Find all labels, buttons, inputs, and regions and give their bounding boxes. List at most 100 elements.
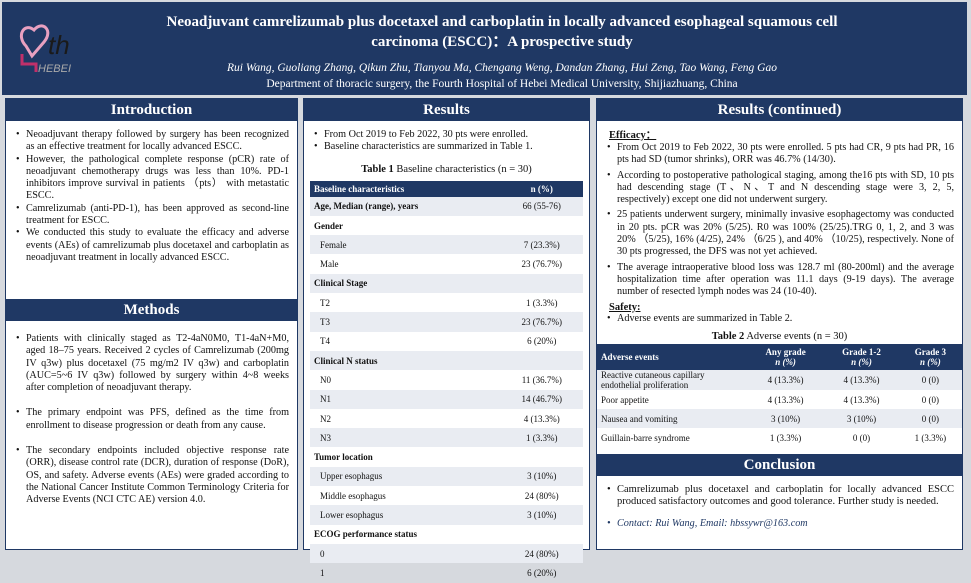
- table-row: N2 4 (13.3%): [310, 409, 583, 428]
- table-row: T3 23 (76.7%): [310, 312, 583, 332]
- methods-heading: Methods: [6, 299, 297, 321]
- list-item: The secondary endpoints included objecti…: [14, 445, 289, 506]
- row-label: N2: [320, 413, 331, 424]
- row-value: 66 (55-76): [500, 196, 583, 216]
- row-label: Upper esophagus: [310, 466, 501, 487]
- table-row: Tumor location: [310, 447, 583, 466]
- middle-column: Results From Oct 2019 to Feb 2022, 30 pt…: [303, 98, 590, 578]
- table-row: Poor appetite 4 (13.3%) 4 (13.3%) 0 (0): [597, 390, 962, 409]
- table-row: Middle esophagus 24 (80%): [310, 486, 583, 505]
- table-row: N0 11 (36.7%): [310, 370, 583, 389]
- list-item: Baseline characteristics are summarized …: [312, 141, 581, 154]
- row-label: ECOG performance status: [314, 529, 417, 540]
- introduction-list: Neoadjuvant therapy followed by surgery …: [6, 121, 297, 299]
- table-row: ECOG performance status: [310, 525, 583, 544]
- results-list: From Oct 2019 to Feb 2022, 30 pts were e…: [304, 121, 589, 154]
- table-row: Clinical N status: [310, 350, 583, 371]
- row-label: Clinical Stage: [310, 273, 501, 294]
- table-row: 0 24 (80%): [310, 543, 583, 564]
- event-value: 4 (13.3%): [843, 394, 880, 405]
- event-value: 0 (0): [852, 433, 871, 444]
- row-label: T4: [320, 336, 330, 347]
- list-item: According to postoperative pathological …: [605, 170, 954, 207]
- efficacy-list: From Oct 2019 to Feb 2022, 30 pts were e…: [597, 142, 962, 299]
- row-value: 14 (46.7%): [500, 389, 583, 409]
- baseline-table: Baseline characteristics n (%) Age, Media…: [310, 180, 583, 583]
- conclusion-list: Camrelizumab plus docetaxel and carbopla…: [597, 476, 962, 531]
- svg-text:th: th: [48, 30, 70, 60]
- table-row: T2 1 (3.3%): [310, 293, 583, 312]
- hospital-logo: th HEBEI: [20, 24, 71, 75]
- row-value: 4 (13.3%): [523, 413, 560, 424]
- row-label: T3: [310, 312, 501, 332]
- row-value: [501, 525, 583, 544]
- table-row: N1 14 (46.7%): [310, 389, 583, 409]
- table-row: Gender: [310, 216, 583, 235]
- list-item: Patients with clinically staged as T2-4a…: [14, 333, 289, 394]
- row-value: 24 (80%): [500, 543, 583, 564]
- row-value: 3 (10%): [500, 466, 583, 487]
- event-value: 4 (13.3%): [824, 369, 899, 390]
- left-column: Introduction Neoadjuvant therapy followe…: [5, 98, 298, 550]
- row-label: N0: [320, 374, 331, 385]
- safety-label: Safety:: [609, 301, 641, 313]
- row-value: [500, 273, 583, 294]
- row-value: 6 (20%): [527, 336, 557, 347]
- row-label: Middle esophagus: [320, 490, 386, 501]
- row-value: [500, 350, 583, 371]
- table-row: Age, Median (range), years 66 (55-76): [310, 196, 583, 216]
- event-name: Guillain-barre syndrome: [601, 433, 690, 444]
- list-item: Neoadjuvant therapy followed by surgery …: [14, 129, 289, 154]
- event-value: 0 (0): [898, 369, 962, 390]
- methods-list: Patients with clinically staged as T2-4a…: [6, 321, 297, 507]
- row-value: 23 (76.7%): [500, 312, 583, 332]
- safety-list: Adverse events are summarized in Table 2…: [597, 313, 962, 326]
- row-value: [501, 216, 583, 235]
- table-row: Guillain-barre syndrome 1 (3.3%) 0 (0) 1 (3…: [597, 428, 962, 447]
- event-name: Nausea and vomiting: [597, 409, 747, 429]
- event-value: 0 (0): [921, 394, 940, 405]
- table-row: Upper esophagus 3 (10%): [310, 466, 583, 487]
- event-value: 4 (13.3%): [747, 369, 825, 390]
- event-value: 4 (13.3%): [767, 394, 804, 405]
- event-value: 1 (3.3%): [914, 433, 947, 444]
- table-row: Clinical Stage: [310, 273, 583, 294]
- row-value: 7 (23.3%): [500, 235, 583, 255]
- event-value: 1 (3.3%): [769, 433, 802, 444]
- efficacy-label: Efficacy：: [609, 130, 657, 141]
- table-row: Reactive cutaneous capillary endothelial…: [597, 369, 962, 390]
- poster-title: Neoadjuvant camrelizumab plus docetaxel …: [166, 14, 838, 50]
- row-label: 0: [310, 543, 501, 564]
- row-label: Tumor location: [314, 452, 373, 463]
- list-item: From Oct 2019 to Feb 2022, 30 pts were e…: [312, 129, 581, 142]
- poster-header: th HEBEI Neoadjuvant camrelizumab plus d…: [2, 2, 967, 95]
- row-label: T2: [320, 297, 330, 308]
- event-name: Poor appetite: [601, 394, 649, 405]
- event-value: 3 (10%): [747, 409, 825, 429]
- row-value: 24 (80%): [524, 490, 559, 501]
- row-label: Male: [320, 259, 339, 270]
- table-row: Lower esophagus 3 (10%): [310, 505, 583, 525]
- list-item: From Oct 2019 to Feb 2022, 30 pts were e…: [605, 142, 954, 167]
- table-row: N3 1 (3.3%): [310, 428, 583, 448]
- row-value: 1 (3.3%): [500, 428, 583, 448]
- table-row: T4 6 (20%): [310, 332, 583, 351]
- row-value: 11 (36.7%): [521, 374, 562, 385]
- row-value: 23 (76.7%): [521, 259, 563, 270]
- row-label: N1: [310, 389, 501, 409]
- table2-caption: Table 2 Adverse events (n = 30): [711, 330, 848, 342]
- row-label: N3: [310, 428, 501, 448]
- row-value: [501, 447, 583, 466]
- adverse-events-table: Adverse events Any grade n (%) Grade 1-2 n…: [597, 343, 962, 448]
- list-item: 25 patients underwent surgery, minimally…: [605, 209, 954, 258]
- list-item: The primary endpoint was PFS, defined as…: [14, 407, 289, 432]
- list-item: Camrelizumab (anti-PD-1), has been appro…: [14, 203, 289, 228]
- row-label: Lower esophagus: [310, 505, 501, 525]
- contact-info: Contact: Rui Wang, Email: hbssywr@163.co…: [605, 518, 954, 531]
- table-row: Nausea and vomiting 3 (10%) 3 (10%) 0 (0): [597, 409, 962, 429]
- row-label: Female: [310, 235, 501, 255]
- row-label: Clinical N status: [310, 350, 501, 371]
- list-item: We conducted this study to evaluate the …: [14, 227, 289, 264]
- event-value: 3 (10%): [824, 409, 899, 429]
- right-column: Results (continued) Efficacy： From Oct 2…: [596, 98, 963, 550]
